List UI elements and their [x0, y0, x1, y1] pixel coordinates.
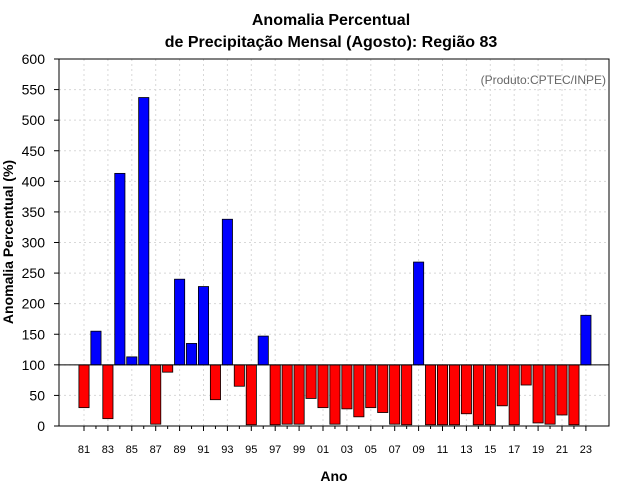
bar-1991: [197, 286, 209, 366]
bar-2003: [341, 364, 353, 410]
bar-2013: [460, 364, 472, 415]
bar-2015: [484, 364, 496, 426]
bar-2018: [520, 364, 532, 386]
bar-1988: [162, 364, 174, 373]
y-tick-label: 400: [22, 173, 46, 189]
bar-1990: [186, 343, 198, 366]
bar-2017: [508, 364, 520, 426]
bar-2009: [413, 261, 425, 366]
bar-1982: [90, 330, 102, 366]
bar-1984: [114, 172, 126, 366]
bar-1986: [138, 97, 150, 366]
y-tick-label: 200: [22, 296, 46, 312]
x-axis-label: Ano: [320, 468, 347, 484]
x-tick-label: 11: [437, 444, 448, 456]
y-tick-label: 100: [22, 357, 46, 373]
x-tick-label: 95: [245, 444, 257, 456]
bar-1983: [102, 364, 114, 420]
bar-1995: [245, 364, 257, 426]
bar-2014: [472, 364, 484, 426]
x-tick-label: 15: [484, 444, 496, 456]
x-tick-label: 09: [412, 444, 424, 456]
x-tick-label: 97: [269, 444, 281, 456]
x-tick-label: 05: [365, 444, 377, 456]
bar-2005: [365, 364, 377, 409]
chart-title-line1: Anomalia Percentual: [252, 12, 410, 29]
bar-1998: [281, 364, 293, 425]
x-tick-label: 17: [508, 444, 520, 456]
y-tick-label: 350: [22, 204, 46, 220]
x-tick-label: 87: [150, 444, 162, 456]
x-tick-label: 21: [556, 444, 568, 456]
x-tick-label: 83: [102, 444, 114, 456]
y-tick-label: 500: [22, 112, 46, 128]
bar-2007: [389, 364, 401, 425]
y-tick-label: 250: [22, 265, 46, 281]
x-tick-label: 85: [126, 444, 138, 456]
bar-2019: [532, 364, 544, 424]
bar-1992: [209, 364, 221, 401]
bar-1997: [269, 364, 281, 426]
bar-2011: [436, 364, 448, 426]
bar-2022: [568, 364, 580, 426]
x-tick-label: 07: [389, 444, 401, 456]
bar-1996: [257, 335, 269, 366]
bar-2021: [556, 364, 568, 416]
y-tick-label: 550: [22, 82, 46, 98]
bar-2004: [353, 364, 365, 418]
x-tick-label: 93: [221, 444, 233, 456]
x-tick-label: 91: [197, 444, 209, 456]
y-tick-label: 450: [22, 143, 46, 159]
x-tick-label: 13: [460, 444, 472, 456]
bar-1981: [78, 364, 90, 409]
bar-2023: [580, 314, 592, 366]
bar-1993: [221, 218, 233, 366]
y-tick-label: 300: [22, 235, 46, 251]
y-tick-label: 0: [37, 418, 45, 434]
bars: [78, 97, 592, 426]
bar-2012: [448, 364, 460, 426]
bar-2006: [377, 364, 389, 413]
bar-2000: [305, 364, 317, 399]
bar-1999: [293, 364, 305, 425]
bar-1985: [126, 356, 138, 366]
bar-1987: [150, 364, 162, 425]
x-tick-label: 01: [317, 444, 329, 456]
bar-2008: [401, 364, 413, 426]
credit-text: (Produto:CPTEC/INPE): [481, 73, 606, 87]
x-tick-label: 81: [78, 444, 90, 456]
x-axis: 81 83 85 87 89 91 93 95 97 99 01 03 05 07 09 11 13 15 17 19…: [78, 426, 592, 456]
bar-1989: [174, 278, 186, 366]
bar-2016: [496, 364, 508, 407]
y-axis-label: Anomalia Percentual (%): [0, 160, 16, 324]
bar-1994: [233, 364, 245, 387]
bar-2020: [544, 364, 556, 425]
x-tick-label: 19: [532, 444, 544, 456]
bar-2010: [425, 364, 437, 426]
chart-title-line2: de Precipitação Mensal (Agosto): Região …: [165, 34, 498, 51]
x-tick-label: 89: [173, 444, 185, 456]
x-tick-label: 03: [341, 444, 353, 456]
x-tick-label: 99: [293, 444, 305, 456]
y-tick-label: 600: [22, 51, 46, 67]
x-tick-label: 23: [580, 444, 592, 456]
y-tick-label: 150: [22, 326, 46, 342]
y-axis: 0 50 100 150 200 250 300 350 400 450 500 550 600: [22, 51, 59, 434]
bar-2002: [329, 364, 341, 425]
y-tick-label: 50: [29, 387, 45, 403]
bar-2001: [317, 364, 329, 409]
